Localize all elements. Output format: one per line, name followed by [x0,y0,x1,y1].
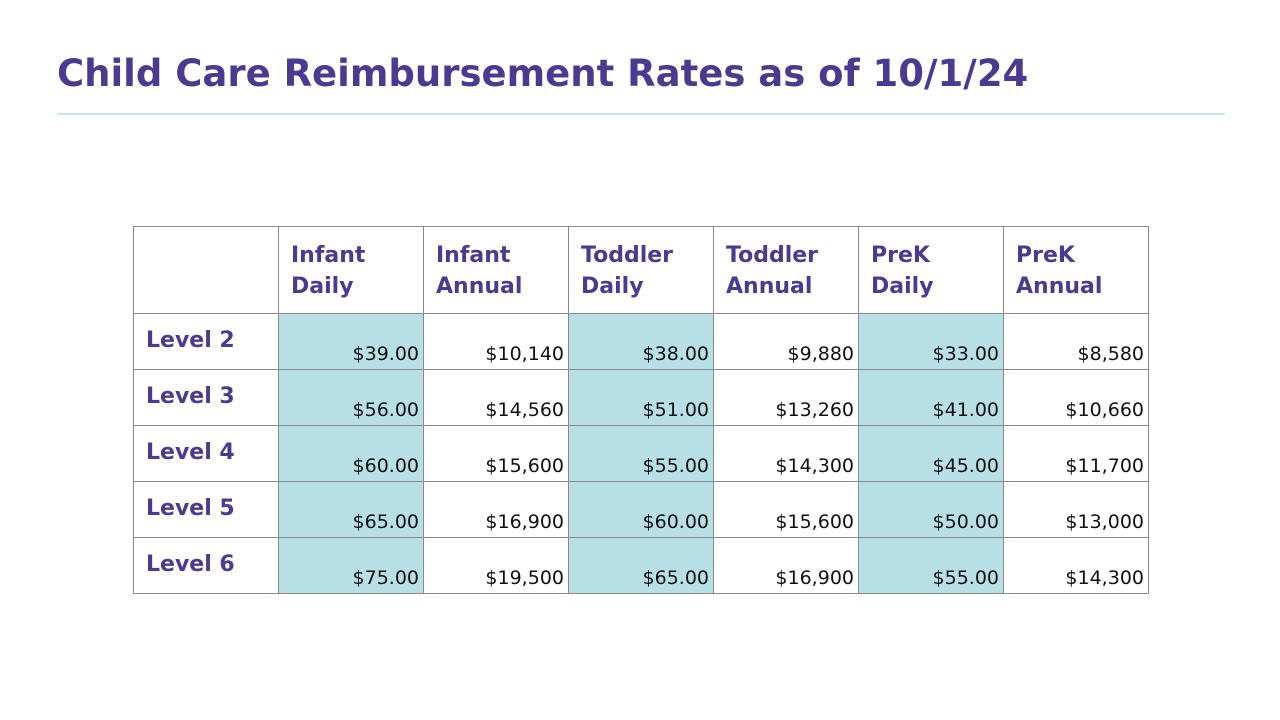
column-header-line1: Toddler [726,243,819,268]
row-label: Level 3 [133,369,279,426]
rate-cell: $9,880 [713,313,859,370]
rate-cell: $11,700 [1003,425,1149,482]
rate-cell: $39.00 [278,313,424,370]
rate-cell: $19,500 [423,537,569,594]
column-header-line2: Daily [871,274,934,299]
corner-cell [133,226,279,314]
column-header: PreK Daily [858,226,1004,314]
rate-cell: $60.00 [278,425,424,482]
column-header-line1: Infant [291,243,366,268]
rate-cell: $60.00 [568,481,714,538]
column-header: Toddler Daily [568,226,714,314]
rate-cell: $13,000 [1003,481,1149,538]
rates-table: Infant Daily Infant Annual Toddler Daily… [133,226,1149,594]
table-row: Level 2 $39.00 $10,140 $38.00 $9,880 $33… [133,313,1149,370]
table-row: Level 6 $75.00 $19,500 $65.00 $16,900 $5… [133,537,1149,594]
rate-cell: $55.00 [858,537,1004,594]
column-header-line2: Annual [1016,274,1103,299]
rate-cell: $13,260 [713,369,859,426]
column-header: Infant Annual [423,226,569,314]
rate-cell: $8,580 [1003,313,1149,370]
rate-cell: $38.00 [568,313,714,370]
column-header: PreK Annual [1003,226,1149,314]
rate-cell: $51.00 [568,369,714,426]
column-header-line1: Toddler [581,243,674,268]
column-header-line1: PreK [871,243,930,268]
rate-cell: $56.00 [278,369,424,426]
row-label: Level 4 [133,425,279,482]
column-header-line1: Infant [436,243,511,268]
rate-cell: $14,560 [423,369,569,426]
rate-cell: $16,900 [713,537,859,594]
column-header: Toddler Annual [713,226,859,314]
rate-cell: $33.00 [858,313,1004,370]
rate-cell: $14,300 [1003,537,1149,594]
rate-cell: $14,300 [713,425,859,482]
rate-cell: $65.00 [278,481,424,538]
rate-cell: $16,900 [423,481,569,538]
column-header-line2: Daily [291,274,354,299]
rate-cell: $50.00 [858,481,1004,538]
page-title: Child Care Reimbursement Rates as of 10/… [57,52,1029,95]
table-row: Level 5 $65.00 $16,900 $60.00 $15,600 $5… [133,481,1149,538]
rate-cell: $10,660 [1003,369,1149,426]
rate-cell: $75.00 [278,537,424,594]
row-label: Level 5 [133,481,279,538]
rate-cell: $10,140 [423,313,569,370]
column-header-line2: Annual [436,274,523,299]
rate-cell: $45.00 [858,425,1004,482]
row-label: Level 2 [133,313,279,370]
column-header: Infant Daily [278,226,424,314]
table-row: Level 3 $56.00 $14,560 $51.00 $13,260 $4… [133,369,1149,426]
row-label: Level 6 [133,537,279,594]
column-header-line2: Annual [726,274,813,299]
column-header-line1: PreK [1016,243,1075,268]
table-row: Level 4 $60.00 $15,600 $55.00 $14,300 $4… [133,425,1149,482]
rate-cell: $65.00 [568,537,714,594]
header-row: Infant Daily Infant Annual Toddler Daily… [133,226,1149,314]
rate-cell: $55.00 [568,425,714,482]
title-divider [57,113,1225,115]
rate-cell: $41.00 [858,369,1004,426]
column-header-line2: Daily [581,274,644,299]
rate-cell: $15,600 [423,425,569,482]
rate-cell: $15,600 [713,481,859,538]
